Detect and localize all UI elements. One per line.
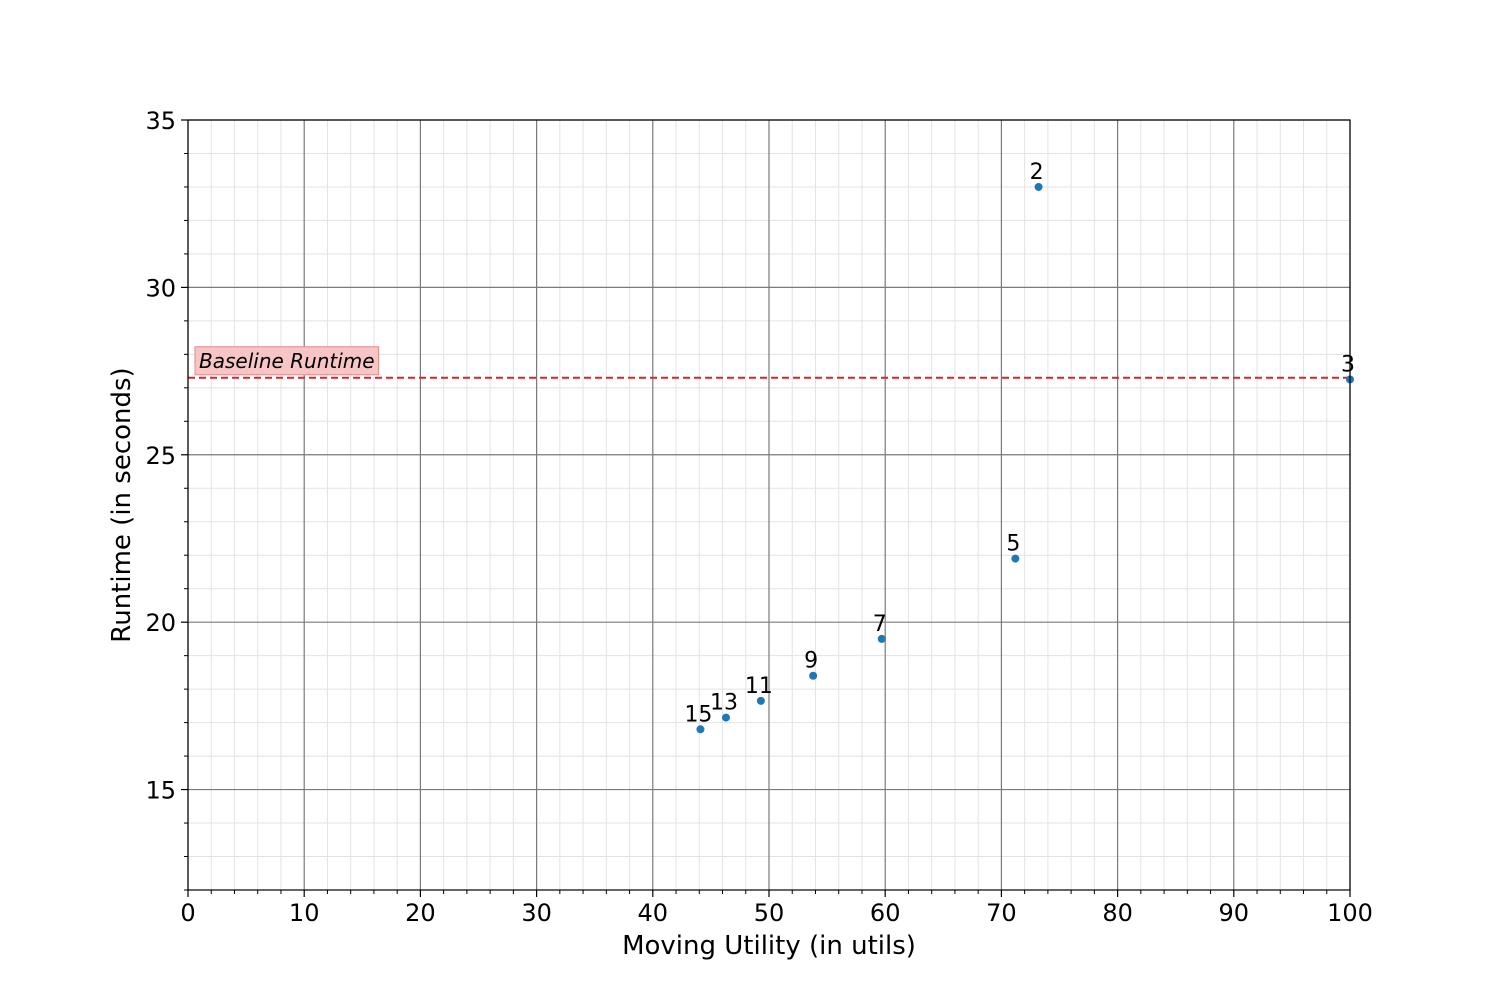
point-label: 11 — [745, 674, 773, 699]
data-point — [722, 713, 731, 722]
baseline-label-box — [194, 346, 380, 376]
y-tick-label: 20 — [145, 609, 176, 637]
x-tick-label: 40 — [638, 899, 669, 927]
data-point — [809, 671, 818, 680]
baseline-group: Baseline Runtime — [188, 346, 1350, 379]
y-tick-label: 25 — [145, 442, 176, 470]
major-grid — [187, 119, 1351, 890]
data-point — [696, 725, 705, 734]
data-point — [756, 696, 765, 705]
x-tick-label: 0 — [180, 899, 195, 927]
data-point — [1011, 554, 1020, 563]
x-tick-label: 90 — [1219, 899, 1250, 927]
y-tick-label: 35 — [145, 107, 176, 135]
y-axis-title: Runtime (in seconds) — [107, 367, 137, 642]
x-tick-label: 100 — [1327, 899, 1373, 927]
y-tick-label: 15 — [145, 777, 176, 805]
point-label: 15 — [684, 702, 712, 727]
x-tick-label: 70 — [986, 899, 1017, 927]
point-label: 5 — [1006, 532, 1020, 557]
point-label: 13 — [710, 691, 738, 716]
point-label: 2 — [1030, 160, 1044, 185]
x-tick-label: 80 — [1102, 899, 1133, 927]
x-axis-title: Moving Utility (in utils) — [622, 931, 916, 961]
data-point — [877, 634, 886, 643]
point-label: 9 — [804, 649, 818, 674]
x-tick-label: 30 — [521, 899, 552, 927]
y-tick-label: 30 — [145, 274, 176, 302]
point-label: 3 — [1341, 352, 1355, 377]
x-tick-label: 20 — [405, 899, 436, 927]
data-point — [1034, 182, 1043, 191]
point-label: 7 — [873, 612, 887, 637]
x-tick-label: 50 — [754, 899, 785, 927]
baseline-label: Baseline Runtime — [199, 349, 375, 373]
x-tick-label: 60 — [870, 899, 901, 927]
x-tick-label: 10 — [289, 899, 320, 927]
